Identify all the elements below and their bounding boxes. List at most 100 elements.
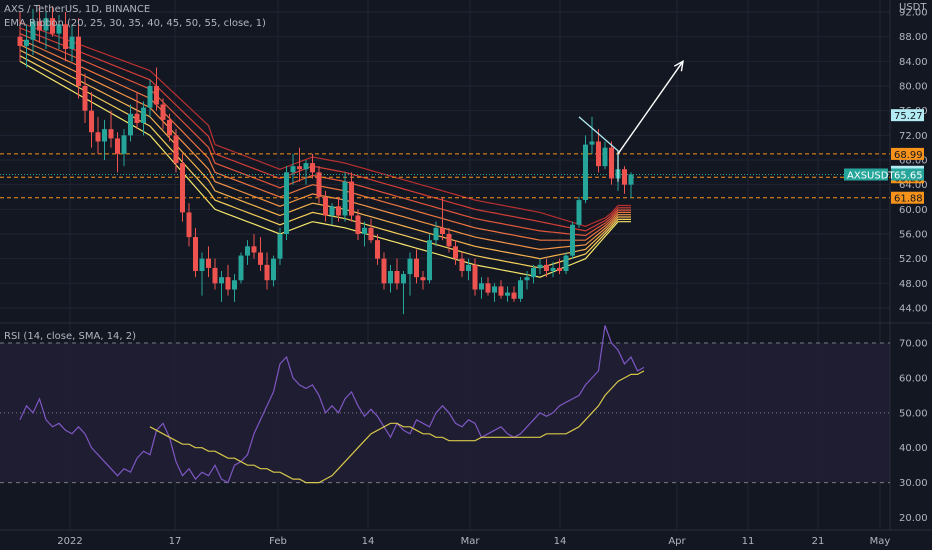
ema-ribbon-legend[interactable]: EMA Ribbon (20, 25, 30, 35, 40, 45, 50, … bbox=[4, 18, 266, 29]
candle-body bbox=[622, 169, 627, 185]
candle-body bbox=[570, 224, 575, 256]
candle-body bbox=[453, 246, 458, 259]
candle-body bbox=[550, 267, 556, 271]
candle-body bbox=[310, 163, 315, 173]
ema-ribbon-line-5 bbox=[19, 38, 631, 241]
price-tick-label: 52.00 bbox=[899, 254, 928, 265]
candle-body bbox=[186, 212, 192, 238]
candle-body bbox=[63, 24, 68, 49]
price-tick-label: 88.00 bbox=[899, 32, 928, 43]
candle-body bbox=[180, 163, 185, 213]
candle-body bbox=[355, 215, 361, 234]
candle-body bbox=[544, 264, 549, 271]
candle-body bbox=[128, 113, 133, 136]
candle-body bbox=[531, 267, 536, 278]
candle-body bbox=[56, 24, 62, 34]
time-tick-label: 14 bbox=[362, 536, 375, 547]
candle-body bbox=[271, 258, 276, 281]
candle-body bbox=[69, 36, 75, 49]
candle-body bbox=[472, 264, 478, 290]
candle-body bbox=[277, 234, 283, 259]
price-tick-label: 72.00 bbox=[899, 131, 928, 142]
candle-body bbox=[368, 227, 374, 241]
candle-body bbox=[147, 86, 153, 108]
candle-body bbox=[141, 107, 146, 123]
candle-body bbox=[407, 258, 413, 275]
candle-body bbox=[154, 86, 159, 105]
candle-body bbox=[238, 255, 244, 281]
candle-body bbox=[284, 172, 289, 234]
candle-body bbox=[375, 240, 380, 259]
candle-body bbox=[89, 110, 94, 133]
price-tick-label: 60.00 bbox=[899, 205, 928, 216]
candle-body bbox=[102, 129, 107, 142]
time-tick-label: 11 bbox=[742, 536, 755, 547]
time-tick-label: 2022 bbox=[57, 536, 82, 547]
candle-body bbox=[290, 166, 296, 173]
candle-body bbox=[446, 234, 452, 247]
candle-body bbox=[258, 252, 263, 265]
ticker-tag: AXSUSDT bbox=[847, 170, 895, 181]
candle-body bbox=[160, 104, 166, 120]
price-tick-label: 92.00 bbox=[899, 8, 928, 19]
price-tag-1: 75.27 bbox=[894, 111, 923, 122]
rsi-line bbox=[19, 325, 645, 484]
rsi-tick-label: 40.00 bbox=[899, 443, 928, 454]
candle-body bbox=[121, 135, 127, 154]
candle-body bbox=[401, 274, 406, 284]
ticker-tag-bg bbox=[844, 168, 888, 181]
price-tick-label: 44.00 bbox=[899, 304, 928, 315]
rsi-tick-label: 70.00 bbox=[899, 339, 928, 350]
candle-body bbox=[440, 227, 445, 234]
price-tag-1-bg bbox=[891, 109, 924, 122]
candle-body bbox=[381, 258, 387, 284]
candle-body bbox=[342, 181, 348, 216]
candle-body bbox=[505, 292, 510, 296]
candle-body bbox=[427, 240, 432, 281]
candle-body bbox=[24, 39, 29, 46]
candle-body bbox=[589, 141, 595, 145]
ema-ribbon-line-1 bbox=[19, 60, 631, 278]
price-tick-label: 64.00 bbox=[899, 180, 928, 191]
candle-body bbox=[251, 246, 257, 253]
time-tick-label: 14 bbox=[554, 536, 567, 547]
candle-body bbox=[498, 286, 504, 296]
time-tick-label: Mar bbox=[461, 536, 481, 547]
rsi-tick-label: 30.00 bbox=[899, 478, 928, 489]
ema-ribbon-line-7 bbox=[19, 27, 631, 232]
rsi-ma-line bbox=[149, 370, 645, 484]
candle-body bbox=[518, 280, 523, 299]
candle-body bbox=[193, 237, 198, 271]
candle-body bbox=[199, 258, 205, 271]
candle-body bbox=[245, 246, 250, 256]
candle-body bbox=[43, 18, 49, 31]
price-tick-label: 68.00 bbox=[899, 156, 928, 167]
candle-body bbox=[115, 138, 120, 154]
candle-body bbox=[76, 36, 81, 86]
candle-body bbox=[30, 21, 36, 40]
price-tag-3: 65.65 bbox=[894, 170, 923, 181]
candle-body bbox=[557, 267, 562, 271]
candle-body bbox=[583, 144, 588, 201]
candle-body bbox=[388, 271, 393, 284]
time-tick-label: May bbox=[870, 536, 891, 547]
price-tick-label: 84.00 bbox=[899, 57, 928, 68]
symbol-legend[interactable]: AXS / TetherUS, 1D, BINANCE bbox=[4, 4, 151, 15]
time-tick-label: 17 bbox=[169, 536, 182, 547]
candle-body bbox=[297, 166, 302, 170]
projection-arrow-line bbox=[617, 60, 684, 155]
price-tick-label: 80.00 bbox=[899, 82, 928, 93]
candle-body bbox=[17, 36, 23, 46]
candle-body bbox=[420, 277, 426, 281]
rsi-legend[interactable]: RSI (14, close, SMA, 14, 2) bbox=[4, 331, 137, 342]
level-tag-3: 61.88 bbox=[894, 194, 923, 205]
price-tick-label: 56.00 bbox=[899, 230, 928, 241]
candle-body bbox=[225, 277, 231, 290]
candle-body bbox=[316, 172, 322, 197]
candle-body bbox=[167, 119, 172, 136]
candle-body bbox=[596, 141, 601, 167]
candle-body bbox=[329, 206, 335, 216]
candle-body bbox=[414, 258, 419, 278]
rsi-tick-label: 20.00 bbox=[899, 513, 928, 524]
